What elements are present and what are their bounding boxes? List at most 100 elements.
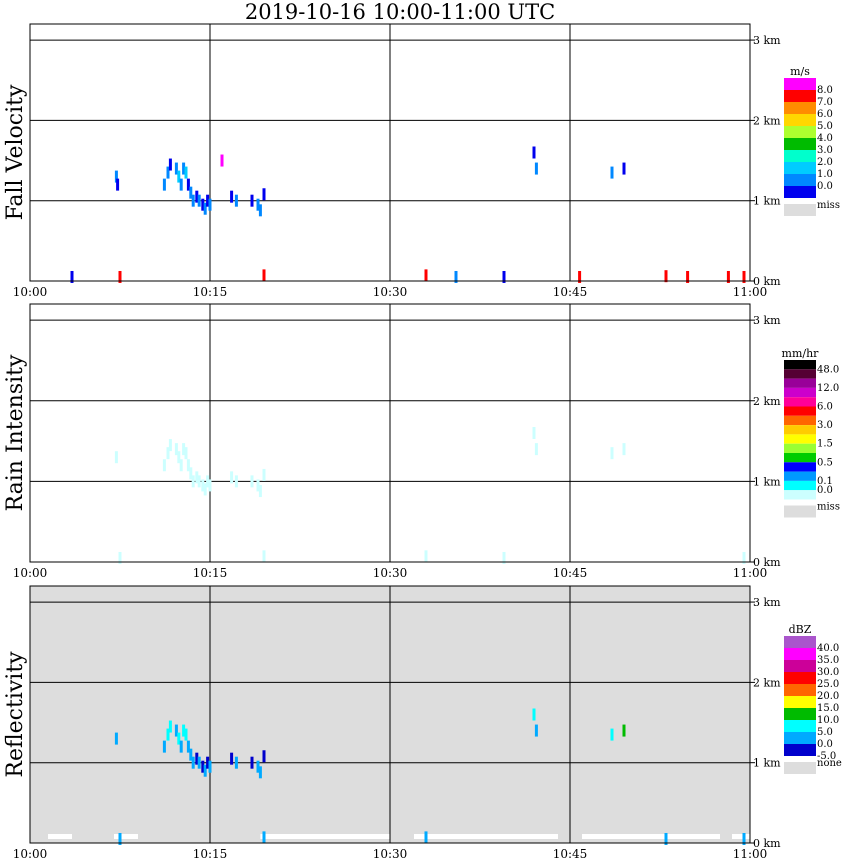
- legend-label: 2.0: [817, 157, 833, 168]
- data-cell: [234, 475, 238, 488]
- data-cell: [610, 166, 614, 179]
- legend-swatch: [784, 720, 816, 732]
- legend-swatch: [784, 480, 816, 491]
- legend-label: 8.0: [817, 85, 833, 96]
- data-cell: [454, 270, 458, 283]
- legend-swatch: [784, 672, 816, 684]
- data-cell: [256, 479, 260, 492]
- legend-miss-label: none: [817, 758, 842, 769]
- data-cell: [166, 447, 170, 460]
- data-cell: [182, 443, 186, 456]
- legend-swatch: [784, 360, 816, 370]
- data-cell: [184, 166, 188, 179]
- legend-label: 1.0: [817, 169, 833, 180]
- data-cell: [168, 158, 172, 171]
- legend-label: 3.0: [817, 145, 833, 156]
- data-cell: [262, 750, 266, 763]
- legend-swatch: [784, 684, 816, 696]
- legend-swatch: [784, 744, 816, 756]
- data-cell: [191, 475, 195, 488]
- legend-swatch: [784, 732, 816, 744]
- data-cell: [206, 475, 210, 488]
- page-title: 2019-10-16 10:00-11:00 UTC: [244, 0, 556, 24]
- y-tick-label: 2 km: [753, 395, 781, 408]
- data-cell: [230, 471, 234, 484]
- none-strip: [582, 834, 720, 839]
- data-cell: [168, 439, 172, 452]
- legend-label: -5.0: [817, 751, 836, 762]
- data-cell: [250, 475, 254, 488]
- data-cell: [534, 724, 538, 737]
- y-tick-label: 1 km: [753, 195, 781, 208]
- legend-label: 3.0: [817, 420, 833, 431]
- legend-label: 35.0: [817, 655, 839, 666]
- y-tick-label: 1 km: [753, 475, 781, 488]
- data-cell: [622, 724, 626, 737]
- legend-label: 12.0: [817, 383, 839, 394]
- data-cell: [118, 270, 122, 283]
- data-cell: [742, 270, 746, 283]
- data-cell: [162, 459, 166, 472]
- data-cell: [258, 485, 262, 498]
- data-cell: [206, 194, 210, 207]
- data-cell: [256, 198, 260, 211]
- data-cell: [177, 451, 181, 464]
- data-cell: [197, 475, 201, 488]
- legend-label: 10.0: [817, 715, 839, 726]
- legend-label: 1.5: [817, 439, 833, 450]
- data-cell: [532, 146, 536, 159]
- data-cell: [174, 162, 178, 175]
- data-cell: [70, 270, 74, 283]
- data-cell: [532, 708, 536, 721]
- data-cell: [742, 551, 746, 564]
- x-tick-label: 10:45: [553, 847, 588, 861]
- data-cell: [424, 831, 428, 844]
- data-cell: [203, 202, 207, 215]
- data-cell: [186, 459, 190, 472]
- data-cell: [742, 832, 746, 845]
- legend-swatch: [784, 369, 816, 379]
- data-cell: [258, 766, 262, 779]
- data-cell: [114, 170, 118, 183]
- data-cell: [610, 447, 614, 460]
- panel-0: 10:00 10:15 10:30 10:45 11:00 3 km 2 km 1 km 0 k…: [3, 23, 840, 299]
- y-tick-label: 0 km: [753, 556, 781, 569]
- y-axis-label: Rain Intensity: [3, 354, 28, 511]
- y-axis-label: Fall Velocity: [3, 84, 28, 220]
- data-cell: [184, 728, 188, 741]
- y-tick-label: 2 km: [753, 114, 781, 127]
- legend-label: 48.0: [817, 364, 839, 375]
- data-cell: [184, 447, 188, 460]
- legend-swatch: [784, 186, 816, 198]
- legend-swatch: [784, 660, 816, 672]
- legend-swatch: [784, 443, 816, 453]
- legend-swatch: [784, 78, 816, 90]
- x-tick-label: 10:00: [13, 285, 48, 299]
- data-cell: [201, 479, 205, 492]
- data-cell: [208, 760, 212, 773]
- data-cell: [532, 427, 536, 439]
- legend-label: 7.0: [817, 97, 833, 108]
- data-cell: [610, 728, 614, 741]
- data-cell: [220, 154, 224, 167]
- data-cell: [174, 724, 178, 737]
- y-tick-label: 3 km: [753, 314, 781, 327]
- x-tick-label: 10:45: [553, 285, 588, 299]
- legend-swatch: [784, 490, 816, 500]
- legend-unit: dBZ: [789, 623, 812, 636]
- data-cell: [206, 756, 210, 769]
- data-cell: [424, 550, 428, 563]
- legend-label: 30.0: [817, 667, 839, 678]
- data-cell: [578, 270, 582, 283]
- data-cell: [195, 752, 199, 765]
- plot-frame: [29, 585, 751, 844]
- legend-miss-label: miss: [817, 502, 840, 513]
- x-tick-label: 10:15: [193, 566, 228, 580]
- data-cell: [118, 551, 122, 564]
- y-tick-label: 0 km: [753, 837, 781, 850]
- data-cell: [179, 740, 183, 753]
- legend-swatch: [784, 387, 816, 398]
- data-cell: [179, 178, 183, 191]
- plot-frame: [29, 23, 751, 282]
